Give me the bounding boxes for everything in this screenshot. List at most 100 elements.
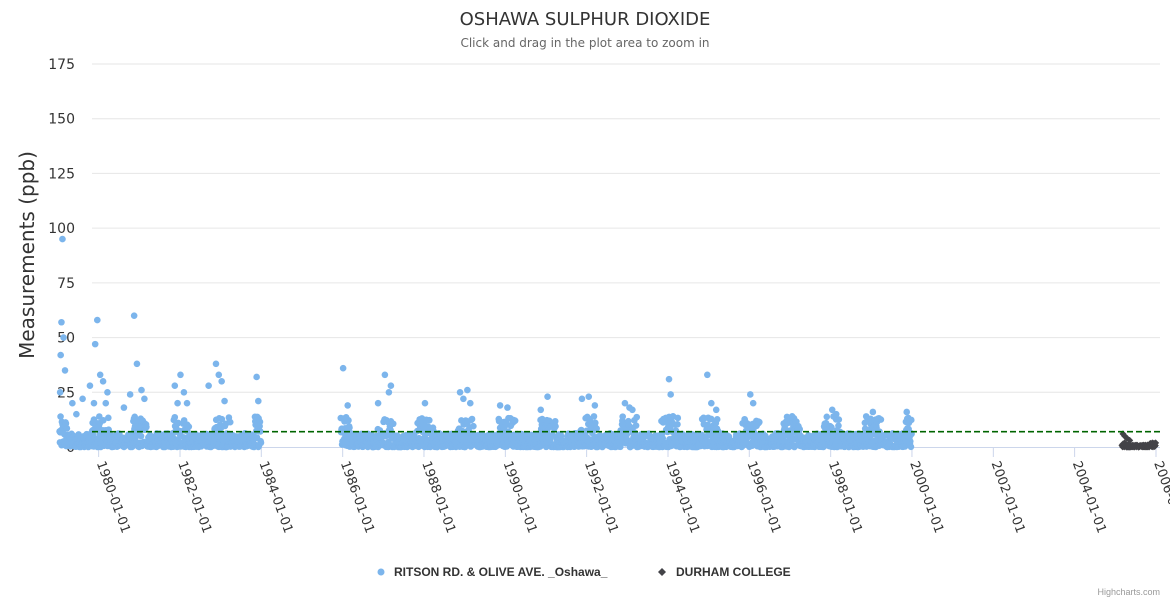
series-ritson (56, 235, 915, 451)
data-point (828, 406, 836, 414)
legend-marker-durham (658, 568, 666, 576)
data-point (835, 422, 842, 429)
data-point (102, 399, 110, 407)
data-point (623, 431, 631, 438)
data-point (133, 360, 141, 368)
data-point (130, 312, 138, 319)
data-point (537, 406, 545, 414)
data-point (869, 408, 877, 416)
data-point (504, 404, 511, 411)
data-point (177, 371, 184, 379)
x-tick-label: 1990-01-01 (500, 459, 540, 535)
data-point (212, 360, 220, 368)
data-point (907, 416, 915, 424)
data-point (749, 399, 757, 407)
legend-item-durham[interactable]: DURHAM COLLEGE (658, 565, 791, 579)
data-point (374, 399, 382, 407)
credits-link[interactable]: Highcharts.com (1097, 587, 1160, 597)
data-point (104, 388, 111, 396)
data-point (712, 406, 720, 414)
data-point (256, 428, 264, 435)
data-point (669, 413, 677, 420)
data-point (99, 378, 107, 385)
data-point (105, 414, 112, 422)
data-point (226, 418, 234, 426)
data-point (257, 439, 265, 447)
legend-marker-ritson (377, 568, 385, 576)
data-point (389, 420, 397, 428)
x-tick-label: 1992-01-01 (581, 459, 621, 535)
data-point (421, 399, 429, 407)
data-point (464, 386, 471, 394)
data-point (73, 410, 80, 418)
data-point (346, 424, 353, 431)
data-point (585, 393, 593, 400)
legend-label-ritson: RITSON RD. & OLIVE AVE. _Oshawa_ (394, 565, 608, 579)
data-point (90, 399, 98, 407)
data-point (629, 406, 636, 414)
legend-item-ritson[interactable]: RITSON RD. & OLIVE AVE. _Oshawa_ (377, 565, 608, 579)
y-tick-label: 25 (57, 385, 75, 401)
data-point (632, 422, 640, 429)
data-point (180, 388, 188, 396)
data-point (590, 413, 598, 420)
y-tick-label: 150 (48, 112, 75, 128)
data-point (791, 442, 799, 450)
data-point (221, 397, 228, 405)
data-point (59, 235, 66, 243)
data-point (552, 423, 559, 430)
data-point (756, 418, 763, 426)
data-point (218, 415, 226, 423)
data-point (456, 388, 464, 396)
plot-area[interactable] (56, 235, 1160, 451)
y-tick-label: 75 (57, 276, 75, 292)
data-point (832, 410, 840, 418)
data-point (470, 422, 477, 430)
data-point (633, 413, 641, 421)
data-point (828, 424, 835, 431)
data-point (174, 419, 182, 427)
data-point (215, 371, 223, 379)
data-point (56, 388, 64, 396)
y-tick-label: 100 (48, 221, 75, 237)
data-point (138, 386, 145, 394)
data-point (171, 413, 179, 421)
data-point (617, 443, 624, 451)
data-point (496, 402, 504, 409)
data-point (387, 382, 395, 390)
data-point (171, 382, 179, 390)
data-point (511, 417, 519, 424)
x-tick-label: 1984-01-01 (256, 459, 296, 535)
data-point (94, 316, 101, 324)
data-point (674, 421, 681, 428)
data-point (185, 423, 193, 430)
x-tick-label: 2006-01-01 (1150, 459, 1170, 535)
data-point (91, 340, 99, 348)
data-point (120, 404, 128, 411)
data-point (835, 416, 843, 423)
data-point (61, 367, 69, 374)
data-point (69, 399, 76, 407)
data-point (100, 416, 107, 424)
data-point (901, 443, 909, 450)
data-point (667, 391, 674, 398)
data-point (907, 443, 915, 451)
data-point (704, 371, 711, 379)
data-point (218, 378, 225, 385)
data-point (746, 391, 754, 398)
data-point (57, 351, 64, 359)
x-tick-label: 2002-01-01 (988, 459, 1028, 535)
x-tick-label: 1998-01-01 (825, 459, 865, 535)
data-point (254, 397, 262, 405)
data-point (544, 393, 551, 400)
grid-lines (92, 63, 1160, 393)
x-tick-label: 1982-01-01 (174, 459, 214, 535)
data-point (205, 382, 212, 390)
chart-subtitle: Click and drag in the plot area to zoom … (460, 36, 709, 50)
data-point (60, 334, 67, 341)
data-point (823, 413, 831, 421)
x-axis (92, 447, 1160, 457)
data-point (345, 417, 352, 424)
data-point (551, 417, 559, 425)
